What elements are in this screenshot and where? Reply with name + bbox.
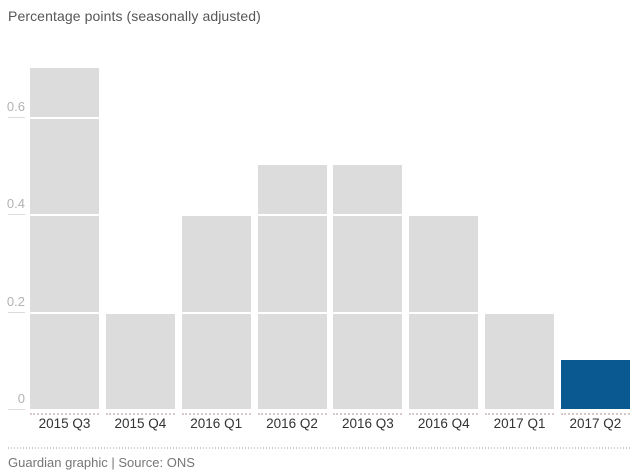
x-axis-label-2016-q2: 2016 Q2 [266, 416, 318, 431]
x-axis-label-2015-q3: 2015 Q3 [38, 416, 91, 431]
gridline-0.4 [30, 214, 630, 217]
bar-series [30, 55, 630, 415]
y-axis-tick [8, 311, 25, 313]
y-axis-tick [8, 214, 25, 216]
gridline-0.6 [30, 116, 630, 119]
chart-title: Percentage points (seasonally adjusted) [8, 8, 261, 24]
bar-2017-q2 [560, 360, 630, 415]
bar-2016-q2 [257, 165, 327, 415]
bar-2015-q3 [30, 68, 99, 415]
bar-2016-q4 [409, 214, 479, 415]
bar-2016-q1 [181, 214, 251, 415]
bar-2017-q1 [485, 312, 555, 415]
x-axis-label-2016-q1: 2016 Q1 [190, 416, 243, 431]
x-axis-label-2016-q3: 2016 Q3 [341, 416, 394, 431]
x-axis-label-2017-q2: 2017 Q2 [569, 416, 622, 431]
x-axis-label-2015-q4: 2015 Q4 [114, 416, 167, 431]
source-credit: Guardian graphic | Source: ONS [8, 455, 195, 470]
y-axis-tick [8, 116, 25, 118]
gridline-0.2 [30, 311, 630, 314]
bar-2015-q4 [105, 312, 175, 415]
footer-divider [8, 447, 630, 449]
y-axis-label-0.6: 0.6 [6, 98, 25, 114]
y-axis-tick [8, 409, 25, 410]
y-axis-label-0: 0 [17, 391, 25, 406]
x-axis-label-2017-q1: 2017 Q1 [493, 416, 546, 431]
y-axis-label-0.4: 0.4 [6, 196, 25, 212]
y-axis-label-0.2: 0.2 [6, 293, 25, 309]
x-axis-label-2016-q4: 2016 Q4 [417, 416, 470, 431]
bar-2016-q3 [333, 165, 403, 415]
x-axis-labels: 2015 Q3 2015 Q4 2016 Q1 2016 Q2 2016 Q3 2016 … [30, 416, 630, 431]
